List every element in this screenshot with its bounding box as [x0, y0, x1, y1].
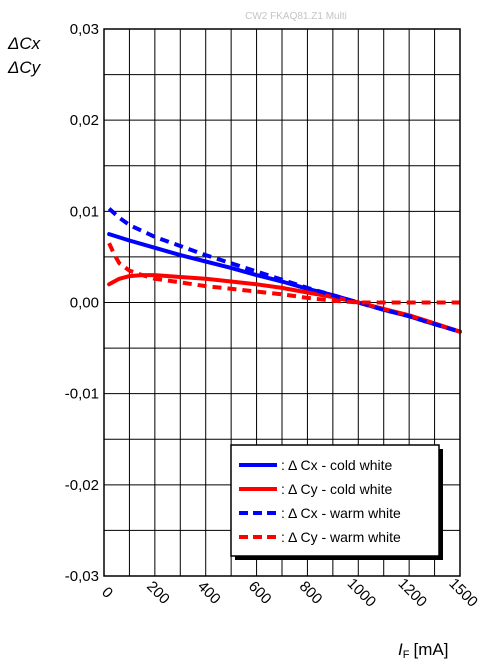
y-tick-label: -0,01 [65, 386, 99, 403]
y-axis-label-cx: ΔCx [7, 34, 41, 53]
legend-label-3: : Δ Cx - warm white [281, 505, 401, 521]
y-tick-label: 0,02 [70, 112, 99, 129]
series-lines [107, 207, 462, 334]
y-tick-label: -0,03 [65, 568, 99, 585]
series-line-4 [107, 242, 460, 305]
x-axis-label: IF [mA] [398, 640, 448, 661]
x-tick-label: 1000 [344, 575, 380, 611]
y-tick-label: 0,00 [70, 295, 99, 312]
y-axis-label-cy: ΔCy [7, 58, 42, 77]
x-tick-labels: 0 200 400 600 800 1000 1200 1500 [98, 575, 479, 611]
series-line-3 [107, 207, 461, 334]
y-tick-label: 0,03 [70, 21, 99, 38]
legend-shadow [439, 449, 443, 560]
legend-label-1: : Δ Cx - cold white [281, 457, 392, 473]
legend-label-2: : Δ Cy - cold white [281, 481, 392, 497]
x-tick-label: 800 [296, 578, 326, 608]
y-tick-labels: 0,03 0,02 0,01 0,00 -0,01 -0,02 -0,03 [65, 21, 99, 585]
legend-shadow-bottom [235, 556, 443, 560]
y-tick-label: -0,02 [65, 477, 99, 494]
y-tick-label: 0,01 [70, 203, 99, 220]
legend-label-4: : Δ Cy - warm white [281, 529, 401, 545]
x-tick-label: 1200 [395, 575, 431, 611]
x-tick-label: 200 [143, 578, 173, 608]
legend: : Δ Cx - cold white : Δ Cy - cold white : … [230, 444, 443, 560]
watermark: CW2 FKAQ81.Z1 Multi [245, 11, 347, 22]
x-tick-label: 0 [98, 584, 116, 602]
x-tick-label: 400 [194, 578, 224, 608]
plot-frame [103, 28, 461, 577]
x-tick-label: 1500 [445, 575, 479, 611]
x-tick-label: 600 [245, 578, 275, 608]
